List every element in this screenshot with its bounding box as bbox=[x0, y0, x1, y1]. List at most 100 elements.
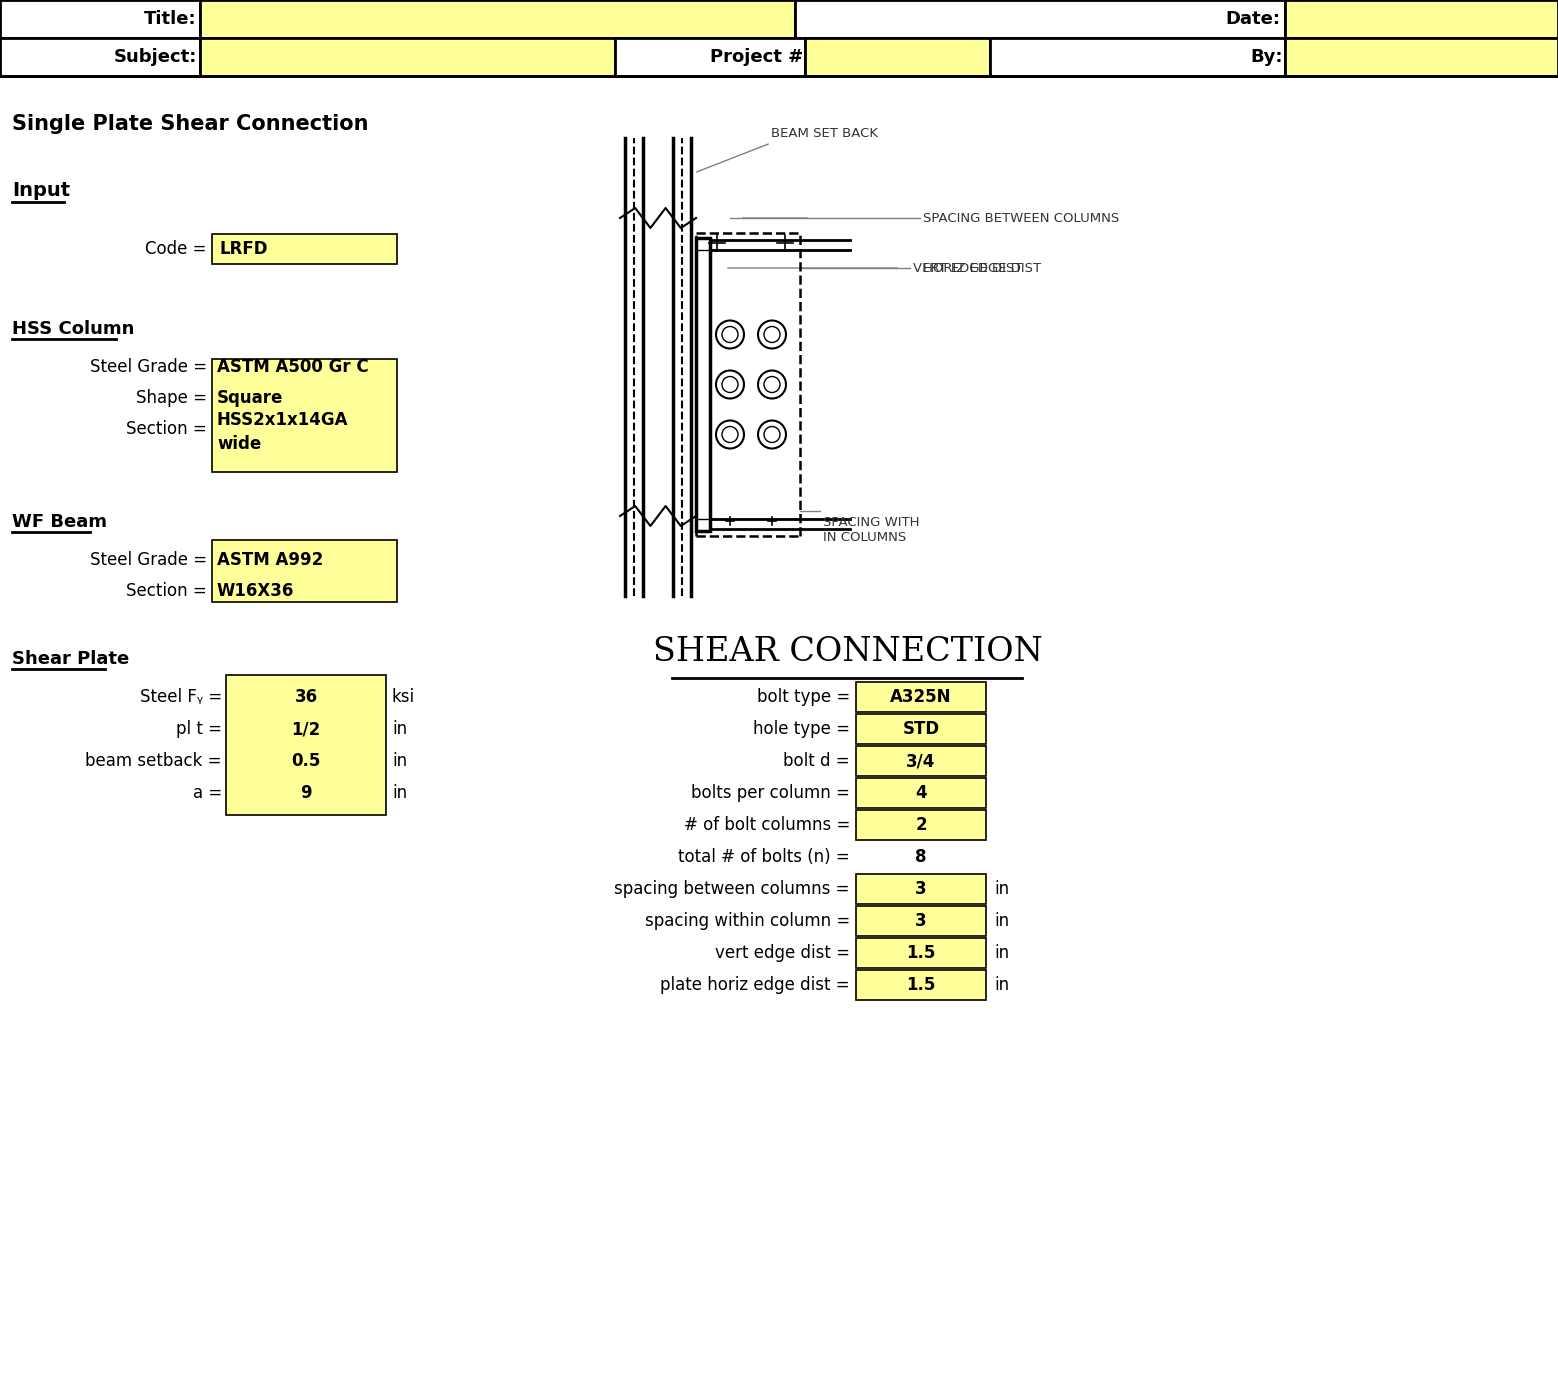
Text: bolt d =: bolt d = bbox=[784, 753, 851, 771]
Text: 3: 3 bbox=[915, 880, 927, 898]
Text: in: in bbox=[994, 912, 1010, 930]
Text: BEAM SET BACK: BEAM SET BACK bbox=[771, 128, 879, 140]
Text: in: in bbox=[393, 753, 407, 771]
Text: VERT EDGE DIST: VERT EDGE DIST bbox=[913, 262, 1022, 274]
Bar bbox=[615, 37, 805, 76]
Text: plate horiz edge dist =: plate horiz edge dist = bbox=[661, 976, 851, 994]
Text: Input: Input bbox=[12, 182, 70, 201]
Bar bbox=[0, 37, 199, 76]
Text: bolt type =: bolt type = bbox=[757, 687, 851, 705]
Text: SHEAR CONNECTION: SHEAR CONNECTION bbox=[653, 636, 1042, 668]
Circle shape bbox=[721, 427, 738, 442]
Bar bbox=[795, 0, 1285, 37]
Circle shape bbox=[721, 377, 738, 392]
Bar bbox=[855, 809, 986, 840]
Text: spacing within column =: spacing within column = bbox=[645, 912, 851, 930]
Bar bbox=[855, 778, 986, 808]
Text: wide: wide bbox=[217, 435, 262, 453]
Bar bbox=[696, 238, 710, 531]
Text: # of bolt columns =: # of bolt columns = bbox=[684, 816, 851, 834]
Text: total # of bolts (n) =: total # of bolts (n) = bbox=[678, 848, 851, 866]
Text: WF Beam: WF Beam bbox=[12, 513, 108, 531]
Text: Steel Grade =: Steel Grade = bbox=[90, 358, 207, 376]
Bar bbox=[199, 37, 615, 76]
Text: hole type =: hole type = bbox=[753, 719, 851, 737]
Text: 36: 36 bbox=[294, 687, 318, 705]
Text: Shape =: Shape = bbox=[136, 389, 207, 407]
Text: SPACING WITH
IN COLUMNS: SPACING WITH IN COLUMNS bbox=[823, 516, 919, 543]
Text: beam setback =: beam setback = bbox=[86, 753, 221, 771]
Text: Shear Plate: Shear Plate bbox=[12, 650, 129, 668]
Text: 3/4: 3/4 bbox=[907, 753, 936, 771]
Bar bbox=[855, 714, 986, 744]
Circle shape bbox=[759, 370, 785, 399]
Text: vert edge dist =: vert edge dist = bbox=[715, 944, 851, 962]
Text: a =: a = bbox=[193, 784, 221, 802]
Bar bbox=[226, 675, 386, 815]
Text: bolts per column =: bolts per column = bbox=[692, 784, 851, 802]
Text: Date:: Date: bbox=[1225, 10, 1281, 28]
Text: Section =: Section = bbox=[126, 582, 207, 600]
Text: 4: 4 bbox=[915, 784, 927, 802]
Text: Square: Square bbox=[217, 389, 284, 407]
Text: in: in bbox=[393, 719, 407, 737]
Text: 1.5: 1.5 bbox=[907, 976, 936, 994]
Text: in: in bbox=[994, 880, 1010, 898]
Text: in: in bbox=[994, 976, 1010, 994]
Text: A325N: A325N bbox=[890, 687, 952, 705]
Circle shape bbox=[721, 327, 738, 342]
Bar bbox=[855, 906, 986, 936]
Bar bbox=[855, 970, 986, 1001]
Text: 1/2: 1/2 bbox=[291, 719, 321, 737]
Text: HORIZ EDGE DIST: HORIZ EDGE DIST bbox=[922, 262, 1041, 274]
Text: Steel Fᵧ =: Steel Fᵧ = bbox=[140, 687, 221, 705]
Text: W16X36: W16X36 bbox=[217, 582, 294, 600]
Circle shape bbox=[763, 327, 781, 342]
Bar bbox=[0, 0, 199, 37]
Text: 1.5: 1.5 bbox=[907, 944, 936, 962]
Circle shape bbox=[717, 370, 745, 399]
Text: HSS2x1x14GA: HSS2x1x14GA bbox=[217, 412, 349, 430]
Bar bbox=[989, 37, 1285, 76]
Bar bbox=[212, 234, 397, 263]
Bar bbox=[805, 37, 989, 76]
Text: 8: 8 bbox=[915, 848, 927, 866]
Bar bbox=[1285, 0, 1558, 37]
Circle shape bbox=[717, 420, 745, 449]
Text: ASTM A992: ASTM A992 bbox=[217, 552, 323, 570]
Bar bbox=[212, 359, 397, 473]
Text: 3: 3 bbox=[915, 912, 927, 930]
Text: By:: By: bbox=[1251, 49, 1282, 67]
Text: LRFD: LRFD bbox=[220, 240, 268, 258]
Bar bbox=[855, 682, 986, 712]
Circle shape bbox=[763, 427, 781, 442]
Circle shape bbox=[759, 320, 785, 348]
Text: Code =: Code = bbox=[145, 240, 207, 258]
Text: pl t =: pl t = bbox=[176, 719, 221, 737]
Text: ASTM A500 Gr C: ASTM A500 Gr C bbox=[217, 358, 369, 376]
Text: in: in bbox=[393, 784, 407, 802]
Bar bbox=[1285, 37, 1558, 76]
Circle shape bbox=[759, 420, 785, 449]
Text: STD: STD bbox=[902, 719, 939, 737]
Text: Steel Grade =: Steel Grade = bbox=[90, 552, 207, 570]
Bar bbox=[199, 0, 795, 37]
Text: HSS Column: HSS Column bbox=[12, 320, 134, 338]
Text: 9: 9 bbox=[301, 784, 312, 802]
Text: 2: 2 bbox=[915, 816, 927, 834]
Text: in: in bbox=[994, 944, 1010, 962]
Circle shape bbox=[717, 320, 745, 348]
Bar bbox=[855, 746, 986, 776]
Text: Project #: Project # bbox=[710, 49, 802, 67]
Text: ksi: ksi bbox=[393, 687, 414, 705]
Text: Single Plate Shear Connection: Single Plate Shear Connection bbox=[12, 114, 369, 134]
Text: Section =: Section = bbox=[126, 420, 207, 438]
Text: SPACING BETWEEN COLUMNS: SPACING BETWEEN COLUMNS bbox=[922, 212, 1119, 225]
Circle shape bbox=[763, 377, 781, 392]
Text: 0.5: 0.5 bbox=[291, 753, 321, 771]
Text: Title:: Title: bbox=[145, 10, 196, 28]
Text: Subject:: Subject: bbox=[114, 49, 196, 67]
Bar bbox=[855, 938, 986, 967]
Bar bbox=[212, 541, 397, 602]
Bar bbox=[855, 875, 986, 904]
